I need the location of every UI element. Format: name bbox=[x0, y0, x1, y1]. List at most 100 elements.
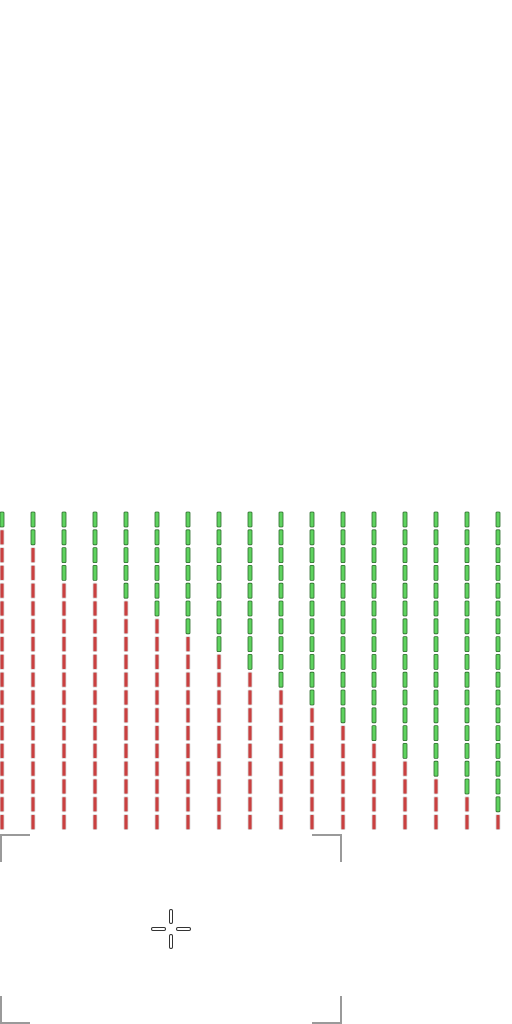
meter-segment-inactive bbox=[30, 689, 36, 706]
meter-segment-active bbox=[247, 565, 253, 581]
meter-segment-inactive bbox=[216, 707, 222, 724]
meter-segment-inactive bbox=[216, 671, 222, 688]
meter-segment-inactive bbox=[154, 725, 160, 741]
meter-segment-active bbox=[340, 654, 346, 670]
meter-segment-active bbox=[309, 582, 315, 599]
meter-segment-active bbox=[402, 654, 408, 670]
meter-segment-active bbox=[185, 511, 191, 528]
meter-segment-active bbox=[278, 582, 284, 599]
meter-segment-inactive bbox=[92, 778, 98, 795]
meter-segment-active bbox=[216, 600, 222, 617]
meter-segment-active bbox=[495, 618, 501, 635]
meter-segment-inactive bbox=[154, 778, 160, 795]
meter-segment-inactive bbox=[278, 814, 284, 830]
meter-segment-inactive bbox=[0, 636, 5, 652]
meter-segment-active bbox=[433, 743, 439, 759]
meter-segment-inactive bbox=[0, 743, 5, 759]
meter-segment-active bbox=[185, 565, 191, 581]
meter-segment-active bbox=[495, 511, 501, 528]
meter-segment-inactive bbox=[247, 760, 253, 777]
meter-segment-inactive bbox=[216, 778, 222, 795]
meter-segment-inactive bbox=[185, 689, 191, 706]
meter-segment-active bbox=[309, 689, 315, 706]
meter-segment-active bbox=[433, 707, 439, 724]
meter-segment-active bbox=[371, 636, 377, 652]
meter-segment-active bbox=[433, 654, 439, 670]
meter-segment-inactive bbox=[278, 725, 284, 741]
meter-segment-active bbox=[247, 618, 253, 635]
meter-segment-active bbox=[495, 743, 501, 759]
meter-segment-inactive bbox=[247, 778, 253, 795]
meter-segment-inactive bbox=[154, 654, 160, 670]
meter-segment-active bbox=[464, 689, 470, 706]
meter-segment-active bbox=[495, 547, 501, 563]
meter-segment-inactive bbox=[185, 654, 191, 670]
meter-segment-inactive bbox=[92, 707, 98, 724]
meter-segment-active bbox=[216, 511, 222, 528]
meter-segment-inactive bbox=[0, 582, 5, 599]
meter-segment-active bbox=[154, 600, 160, 617]
meter-segment-active bbox=[278, 529, 284, 546]
meter-column bbox=[247, 511, 253, 830]
meter-segment-inactive bbox=[30, 796, 36, 813]
selection-corner-top-right-icon bbox=[312, 834, 342, 862]
meter-segment-inactive bbox=[247, 743, 253, 759]
meter-segment-active bbox=[433, 600, 439, 617]
meter-segment-active bbox=[464, 671, 470, 688]
meter-column bbox=[92, 511, 98, 830]
meter-segment-inactive bbox=[433, 814, 439, 830]
meter-segment-active bbox=[371, 565, 377, 581]
meter-segment-inactive bbox=[123, 778, 129, 795]
meter-segment-active bbox=[278, 565, 284, 581]
meter-segment-inactive bbox=[0, 671, 5, 688]
meter-segment-active bbox=[309, 600, 315, 617]
meter-segment-inactive bbox=[309, 743, 315, 759]
meter-segment-inactive bbox=[92, 582, 98, 599]
meter-segment-active bbox=[92, 547, 98, 563]
meter-segment-active bbox=[340, 689, 346, 706]
meter-segment-inactive bbox=[247, 707, 253, 724]
meter-segment-active bbox=[402, 529, 408, 546]
meter-segment-inactive bbox=[61, 671, 67, 688]
meter-segment-inactive bbox=[92, 636, 98, 652]
meter-segment-active bbox=[216, 529, 222, 546]
meter-segment-active bbox=[464, 778, 470, 795]
meter-segment-inactive bbox=[278, 796, 284, 813]
meter-segment-inactive bbox=[154, 689, 160, 706]
meter-segment-active bbox=[278, 654, 284, 670]
crosshair-icon[interactable] bbox=[150, 908, 192, 950]
meter-segment-inactive bbox=[30, 565, 36, 581]
meter-segment-inactive bbox=[371, 743, 377, 759]
meter-segment-inactive bbox=[216, 796, 222, 813]
meter-segment-active bbox=[464, 547, 470, 563]
meter-segment-inactive bbox=[92, 743, 98, 759]
meter-segment-inactive bbox=[30, 654, 36, 670]
meter-segment-active bbox=[495, 796, 501, 813]
meter-segment-inactive bbox=[247, 671, 253, 688]
meter-segment-active bbox=[123, 565, 129, 581]
meter-segment-inactive bbox=[61, 743, 67, 759]
meter-segment-inactive bbox=[278, 760, 284, 777]
meter-segment-inactive bbox=[185, 814, 191, 830]
meter-segment-inactive bbox=[61, 618, 67, 635]
meter-segment-active bbox=[61, 511, 67, 528]
meter-segment-inactive bbox=[123, 725, 129, 741]
meter-segment-active bbox=[495, 582, 501, 599]
meter-segment-inactive bbox=[340, 743, 346, 759]
meter-segment-inactive bbox=[278, 743, 284, 759]
meter-segment-inactive bbox=[0, 796, 5, 813]
meter-segment-inactive bbox=[61, 796, 67, 813]
meter-segment-active bbox=[154, 565, 160, 581]
meter-segment-active bbox=[309, 671, 315, 688]
meter-segment-active bbox=[464, 725, 470, 741]
meter-segment-active bbox=[464, 654, 470, 670]
meter-segment-inactive bbox=[123, 796, 129, 813]
meter-segment-inactive bbox=[247, 796, 253, 813]
meter-segment-active bbox=[495, 600, 501, 617]
meter-segment-inactive bbox=[30, 707, 36, 724]
meter-segment-inactive bbox=[61, 778, 67, 795]
meter-segment-inactive bbox=[154, 760, 160, 777]
meter-segment-active bbox=[278, 671, 284, 688]
meter-segment-active bbox=[154, 511, 160, 528]
meter-segment-active bbox=[402, 671, 408, 688]
